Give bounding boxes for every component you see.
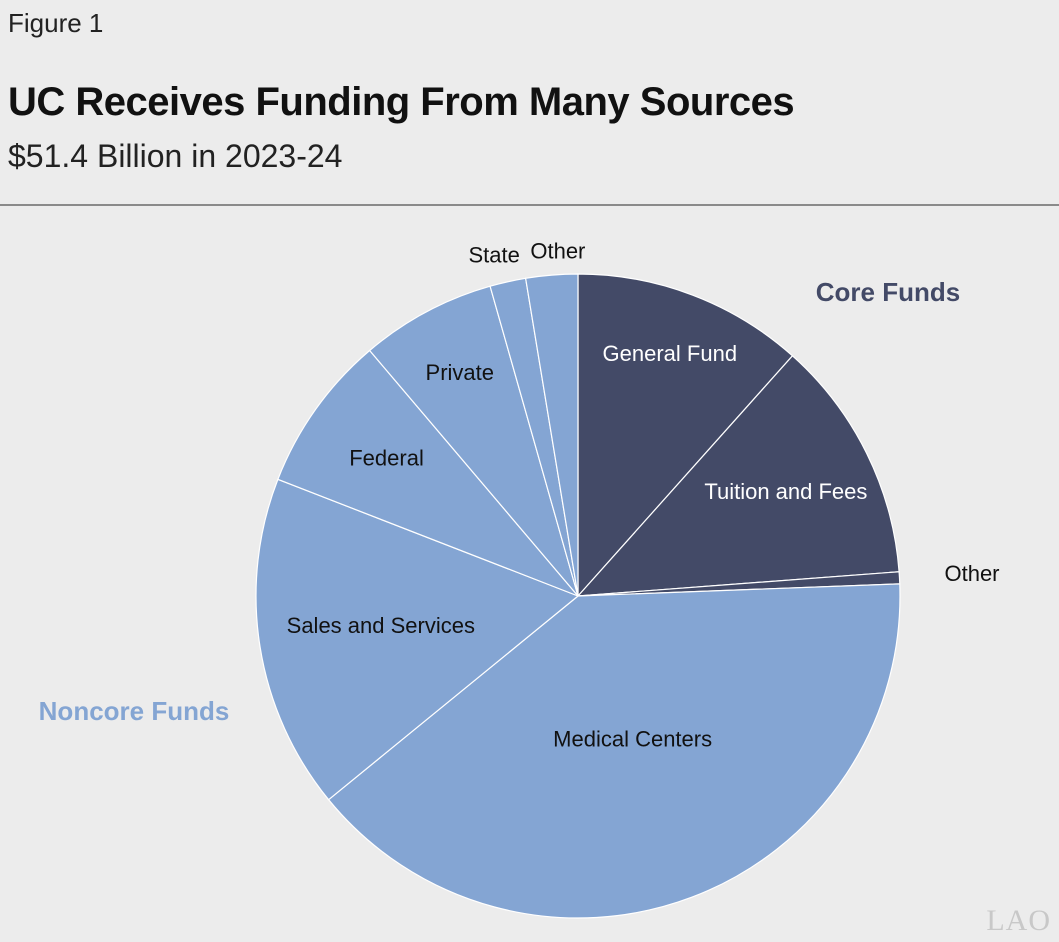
slice-tuition-and-fees-core bbox=[576, 354, 900, 597]
slice-general-fund-core bbox=[577, 273, 794, 598]
slice-label-state-noncore: State bbox=[468, 242, 519, 267]
slice-other-noncore bbox=[524, 273, 579, 597]
lao-logo: LAO bbox=[986, 904, 1051, 937]
slice-label-other-noncore: Other bbox=[530, 238, 585, 263]
pie-slices bbox=[255, 273, 901, 919]
slice-label-federal-noncore: Federal bbox=[349, 445, 424, 470]
slice-label-private-noncore: Private bbox=[426, 360, 494, 385]
slice-medical-centers-noncore bbox=[327, 583, 901, 919]
slice-federal-noncore bbox=[277, 349, 579, 597]
title-divider bbox=[0, 204, 1059, 206]
chart-title: UC Receives Funding From Many Sources bbox=[8, 80, 795, 124]
slice-sales-and-services-noncore bbox=[255, 478, 580, 801]
chart-subtitle: $51.4 Billion in 2023-24 bbox=[8, 138, 343, 174]
figure-label: Figure 1 bbox=[8, 8, 104, 38]
slice-private-noncore bbox=[368, 285, 579, 597]
noncore-funds-legend: Noncore Funds bbox=[39, 696, 230, 726]
slice-label-general-fund-core: General Fund bbox=[603, 341, 738, 366]
core-funds-legend: Core Funds bbox=[816, 277, 960, 307]
pie-slice-labels: General Fund Tuition and Fees Other Medical… bbox=[287, 238, 1000, 751]
slice-label-sales-and-services-noncore: Sales and Services bbox=[287, 613, 475, 638]
slice-label-other-core: Other bbox=[944, 561, 999, 586]
slice-label-medical-centers-noncore: Medical Centers bbox=[553, 726, 712, 751]
slice-label-tuition-and-fees-core: Tuition and Fees bbox=[704, 479, 867, 504]
